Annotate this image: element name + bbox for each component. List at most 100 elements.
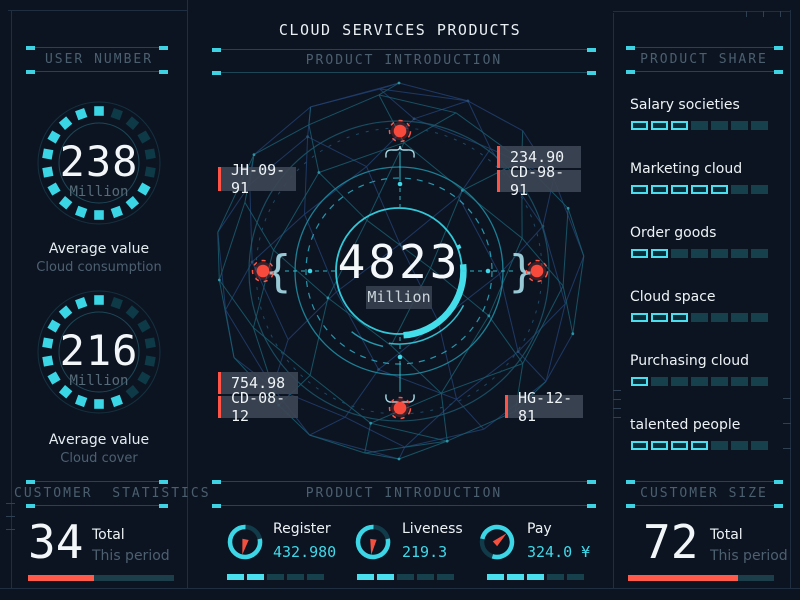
segment bbox=[731, 249, 748, 258]
gauge-value-1: 238 bbox=[59, 137, 139, 186]
segment bbox=[417, 574, 434, 580]
share-item-label: talented people bbox=[630, 417, 741, 433]
header-line bbox=[26, 69, 168, 74]
segment bbox=[751, 121, 768, 130]
segment bbox=[651, 313, 668, 322]
callout-chip: HG-12-81 bbox=[505, 389, 583, 425]
customer-size-label: Total bbox=[710, 527, 743, 543]
frame-tick bbox=[746, 11, 747, 17]
liveness-gauge-icon bbox=[355, 524, 391, 560]
segment bbox=[631, 121, 648, 130]
header-line bbox=[626, 69, 783, 74]
kpi-label-register: Register bbox=[273, 521, 331, 537]
segment bbox=[547, 574, 564, 580]
callout-chip: CD-08-12 bbox=[218, 389, 298, 425]
frame-line-top-left bbox=[8, 10, 187, 11]
gauge-subcaption-1: Cloud consumption bbox=[36, 260, 162, 275]
frame-tick bbox=[613, 408, 621, 409]
segment bbox=[567, 574, 584, 580]
customer-size-value: 72 bbox=[643, 515, 699, 569]
segment bbox=[671, 249, 688, 258]
left-panel-header: USER NUMBER bbox=[44, 52, 154, 67]
kpi-segment-bar bbox=[357, 574, 454, 580]
segment bbox=[711, 441, 728, 450]
customer-size-header: CUSTOMER SIZE bbox=[640, 486, 768, 501]
segment bbox=[751, 249, 768, 258]
frame-tick bbox=[6, 529, 15, 530]
share-item-label: Marketing cloud bbox=[630, 161, 743, 177]
share-segment-bar bbox=[631, 377, 768, 386]
segment bbox=[691, 441, 708, 450]
frame-tick bbox=[6, 516, 15, 517]
segment bbox=[631, 185, 648, 194]
segment bbox=[711, 313, 728, 322]
segment bbox=[307, 574, 324, 580]
segment bbox=[507, 574, 524, 580]
kpi-value-register: 432.980 bbox=[273, 543, 337, 561]
segment bbox=[377, 574, 394, 580]
frame-line-bottom bbox=[0, 588, 800, 589]
segment bbox=[437, 574, 454, 580]
share-segment-bar bbox=[631, 121, 768, 130]
header-line bbox=[626, 479, 783, 484]
segment bbox=[731, 441, 748, 450]
segment bbox=[671, 313, 688, 322]
kpi-value-liveness: 219.3 bbox=[402, 543, 448, 561]
kpi-segment-bar bbox=[227, 574, 324, 580]
gauge-caption-1: Average value bbox=[48, 241, 150, 257]
segment bbox=[691, 249, 708, 258]
segment bbox=[267, 574, 284, 580]
segment bbox=[631, 313, 648, 322]
gauge-unit-2: Million bbox=[69, 373, 129, 389]
segment bbox=[751, 185, 768, 194]
segment bbox=[711, 121, 728, 130]
frame-tick bbox=[780, 11, 781, 17]
kpi-value-pay: 324.0 ¥ bbox=[527, 543, 591, 561]
segment bbox=[751, 377, 768, 386]
share-item-label: Cloud space bbox=[630, 289, 716, 305]
statistics-progress-bar bbox=[28, 575, 174, 581]
segment bbox=[631, 377, 648, 386]
share-item-label: Salary societies bbox=[630, 97, 740, 113]
frame-tick bbox=[6, 503, 15, 504]
segment bbox=[651, 249, 668, 258]
segment bbox=[711, 249, 728, 258]
frame-line-left-center bbox=[187, 0, 188, 588]
segment bbox=[691, 377, 708, 386]
share-item-label: Order goods bbox=[630, 225, 717, 241]
gauge-subcaption-2: Cloud cover bbox=[60, 451, 138, 466]
product-share-header: PRODUCT SHARE bbox=[640, 52, 768, 67]
statistics-sublabel: This period bbox=[92, 548, 170, 564]
header-line bbox=[26, 45, 168, 50]
segment bbox=[751, 441, 768, 450]
header-line bbox=[626, 45, 783, 50]
segment bbox=[711, 185, 728, 194]
segment bbox=[731, 185, 748, 194]
segment bbox=[731, 313, 748, 322]
gauge-value-2: 216 bbox=[59, 326, 139, 375]
frame-tick bbox=[613, 417, 621, 418]
callout-chip: CD-98-91 bbox=[497, 163, 581, 199]
frame-line-right bbox=[790, 10, 791, 588]
center-header-top: PRODUCT INTRODUCTION bbox=[305, 53, 503, 68]
segment bbox=[227, 574, 244, 580]
share-segment-bar bbox=[631, 185, 768, 194]
segment bbox=[691, 121, 708, 130]
frame-line-top-right bbox=[613, 11, 790, 12]
kpi-segment-bar bbox=[487, 574, 584, 580]
segment bbox=[287, 574, 304, 580]
segment bbox=[751, 313, 768, 322]
customer-size-progress-bar bbox=[628, 575, 774, 581]
segment bbox=[631, 249, 648, 258]
frame-tick bbox=[613, 399, 621, 400]
user-gauge-ring-2 bbox=[37, 290, 161, 414]
header-line bbox=[212, 503, 596, 508]
share-segment-bar bbox=[631, 249, 768, 258]
register-gauge-icon bbox=[227, 524, 263, 560]
callout-chip: JH-09-91 bbox=[218, 161, 296, 197]
pay-gauge-icon bbox=[479, 524, 515, 560]
kpi-label-liveness: Liveness bbox=[402, 521, 463, 537]
statistics-value: 34 bbox=[28, 515, 84, 569]
segment bbox=[651, 185, 668, 194]
